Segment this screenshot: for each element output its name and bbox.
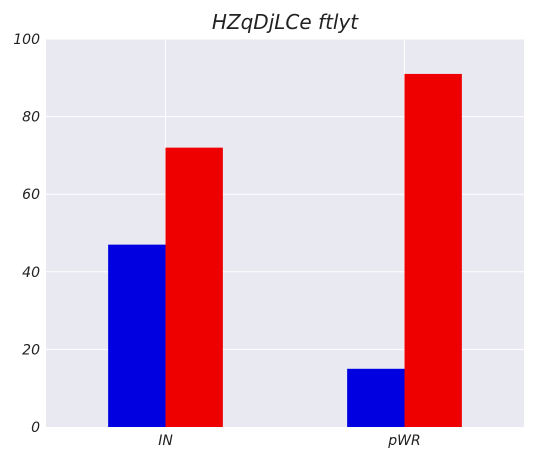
bar-in-series-1 — [108, 244, 166, 427]
y-tick-label: 0 — [31, 420, 40, 436]
x-axis-ticks: IN pWR — [158, 433, 421, 449]
y-tick-label: 80 — [22, 110, 40, 126]
bar-pwr-series-2 — [404, 73, 462, 428]
y-tick-label: 20 — [22, 342, 40, 358]
x-tick-label: pWR — [387, 433, 420, 449]
x-tick-label: IN — [158, 433, 173, 449]
y-tick-label: 40 — [22, 265, 40, 281]
bar-pwr-series-1 — [347, 368, 405, 427]
chart-title: HZqDjLCe ftlyt — [212, 10, 359, 34]
y-axis-ticks: 0 20 40 60 80 100 — [13, 32, 40, 436]
y-tick-label: 60 — [22, 187, 40, 203]
bar-in-series-2 — [165, 147, 223, 427]
bars — [108, 73, 462, 428]
y-tick-label: 100 — [13, 32, 40, 48]
